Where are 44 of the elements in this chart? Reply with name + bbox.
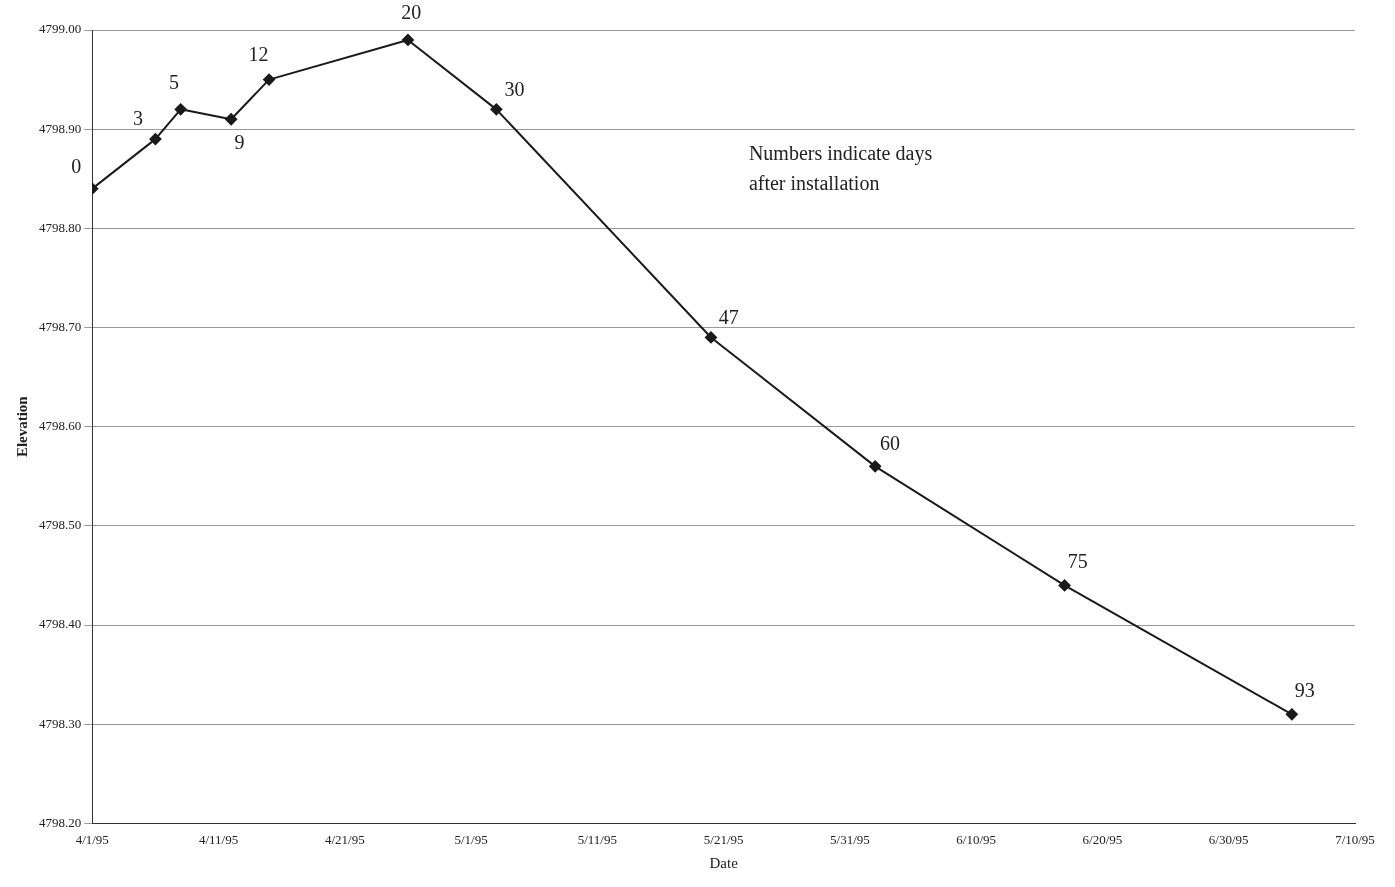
point [705,331,717,344]
x-tick-label: 5/21/95 [703,831,744,847]
x-tick-label: 6/30/95 [1208,831,1249,847]
y-tick-label: 4798.80 [39,219,82,235]
annotation: 0 [71,155,82,178]
y-tick-label: 4798.90 [39,120,82,136]
y-axis-title: Elevation [13,395,30,458]
x-tick-label: 4/11/95 [198,831,239,847]
annotation: 60 [880,432,901,455]
x-tick-label: 4/21/95 [324,831,365,847]
point [1285,708,1298,721]
y-tick-label: 4798.50 [39,517,82,533]
annotation: Numbers indicate days after installation [748,142,933,195]
annotation: 75 [1067,550,1088,573]
x-tick-label: 7/10/95 [1335,831,1375,847]
y-tick-label: 4798.20 [39,814,82,830]
point [174,103,187,116]
y-tick-label: 4798.60 [39,418,82,434]
point [149,133,162,146]
annotation: 93 [1294,678,1315,701]
point [401,33,414,46]
annotation: 5 [169,71,180,94]
point [225,113,238,126]
y-tick-label: 4798.40 [39,616,82,632]
annotation: 9 [234,131,245,154]
point [869,460,882,473]
x-tick-label: 6/10/95 [956,831,997,847]
x-tick-label: 4/1/95 [75,831,109,847]
annotation: 12 [248,43,269,66]
annotation: 47 [718,305,739,328]
annotation: 3 [133,106,144,129]
x-tick-label: 5/31/95 [830,831,870,847]
point [490,103,503,116]
y-tick-label: 4799.00 [39,21,82,37]
annotation: 30 [504,78,525,101]
point [263,73,276,86]
annotation: 20 [401,1,422,24]
y-tick-label: 4798.30 [39,715,82,731]
y-tick-label: 4798.70 [39,318,82,334]
x-tick-label: 6/20/95 [1082,831,1123,847]
x-axis-title: Date [709,854,739,871]
point [1058,579,1071,592]
x-tick-label: 5/11/95 [577,831,617,847]
x-tick-label: 5/1/95 [454,831,488,847]
